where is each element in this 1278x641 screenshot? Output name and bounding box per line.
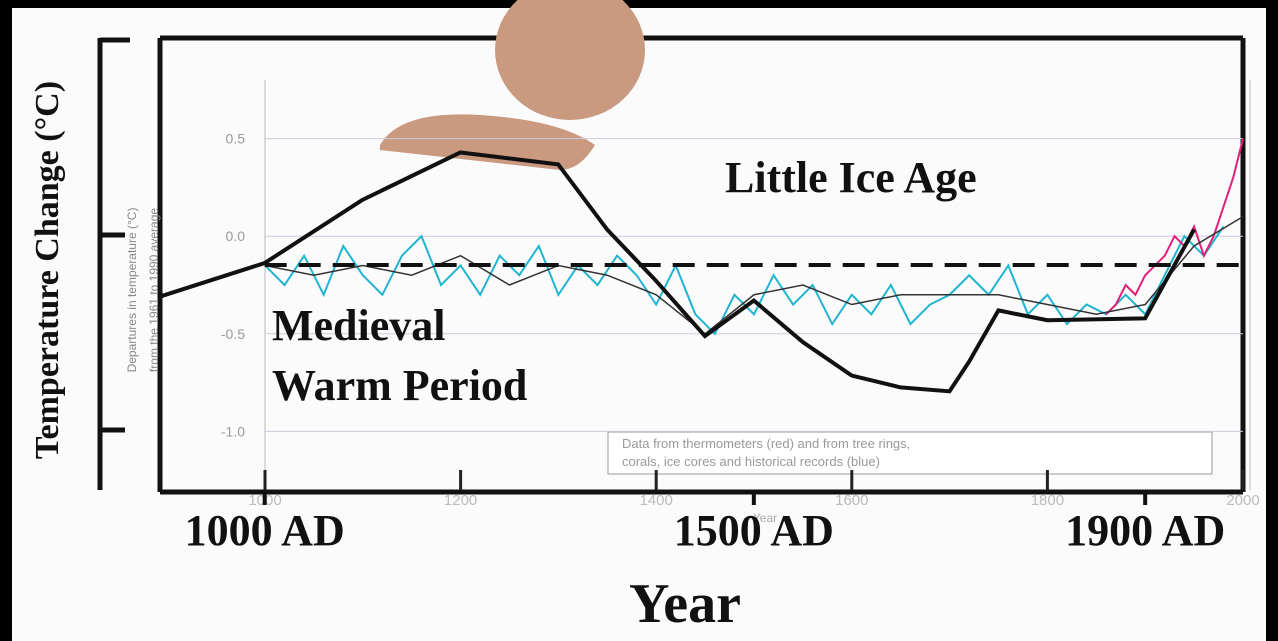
y-axis-label: from the 1961 to 1990 average [147,208,161,372]
x-tick-label: 1600 [835,492,868,509]
annotation: Medieval [272,301,446,350]
inner-frame [264,80,1251,490]
note: corals, ice cores and historical records… [622,454,880,469]
note: Data from thermometers (red) and from tr… [622,436,910,451]
series-line [264,216,1244,335]
x-axis-label: Year [629,573,741,635]
face [495,0,645,120]
annotation: Warm Period [272,361,527,410]
annotation: Little Ice Age [725,153,977,202]
y-tick-label: -0.5 [221,326,245,342]
outer-frame [97,35,1246,495]
y-tick-label: -1.0 [221,423,245,439]
x-axis-label: Year [753,511,777,525]
y-axis-label: Departures in temperature (°C) [125,208,139,373]
x-tick-label: 1200 [444,492,477,509]
x-tick-label: 1900 AD [1065,506,1225,555]
x-tick-label: 1500 AD [674,506,834,555]
x-tick-label: 1400 [640,492,673,509]
series-line [159,150,1196,394]
series-line [1105,138,1244,315]
y-tick-label: 0.0 [226,228,246,244]
hand [380,114,595,170]
background [12,8,1266,641]
x-tick-label: 1000 AD [185,506,345,555]
y-axis-label: Temperature Change (°C) [29,81,66,459]
note-box [607,431,1213,475]
x-tick-label: 2000 [1226,492,1259,509]
x-tick-label: 1800 [1031,492,1064,509]
y-tick-label: 0.5 [226,131,246,147]
